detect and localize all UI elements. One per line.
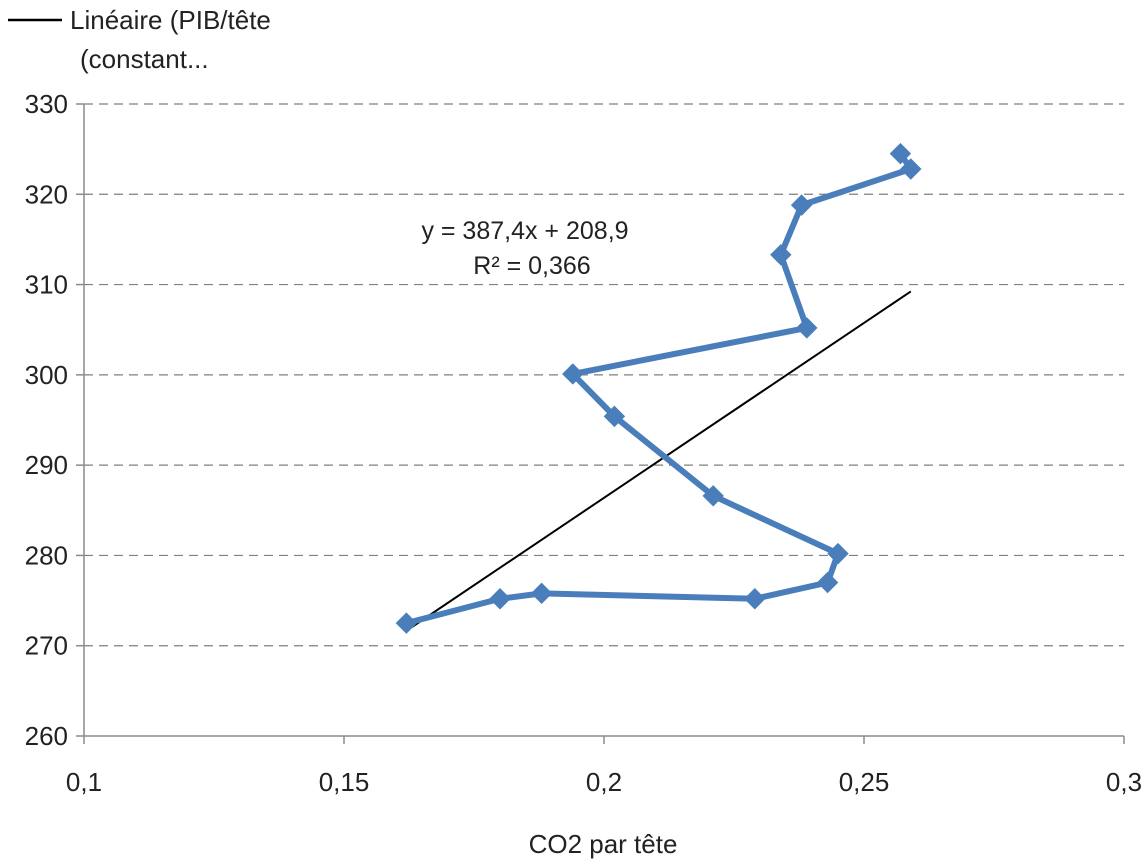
series-line bbox=[403, 150, 914, 627]
y-tick-label: 260 bbox=[25, 721, 68, 751]
data-point-marker bbox=[489, 588, 511, 610]
tick-labels: 260 270 280 290 300 310 320 330 0,1 0,15 0,2 0,25 0,… bbox=[25, 89, 1142, 797]
y-tick-label: 290 bbox=[25, 450, 68, 480]
legend: Linéaire (PIB/tête (constant... bbox=[8, 5, 271, 74]
y-tick-label: 310 bbox=[25, 270, 68, 300]
trendline-layer bbox=[411, 290, 912, 629]
series-layer bbox=[395, 142, 922, 634]
y-tick-label: 320 bbox=[25, 179, 68, 209]
data-point-marker bbox=[790, 194, 813, 216]
trendline bbox=[411, 290, 912, 629]
data-point-marker bbox=[796, 317, 818, 339]
data-point-marker bbox=[603, 405, 626, 428]
data-point-marker bbox=[702, 485, 724, 507]
y-tick-label: 270 bbox=[25, 631, 68, 661]
data-point-marker bbox=[770, 244, 792, 266]
gridlines bbox=[84, 103, 1124, 647]
data-point-marker bbox=[889, 142, 912, 165]
y-tick-label: 280 bbox=[25, 540, 68, 570]
data-point-marker bbox=[744, 588, 766, 610]
x-tick-label: 0,1 bbox=[66, 767, 102, 797]
data-point-marker bbox=[816, 571, 839, 594]
data-point-marker bbox=[395, 612, 418, 634]
data-point-marker bbox=[827, 542, 849, 565]
legend-label-line1: Linéaire (PIB/tête bbox=[70, 5, 271, 35]
legend-label-line2: (constant... bbox=[80, 44, 209, 74]
y-tick-label: 330 bbox=[25, 89, 68, 119]
trendline-equation: y = 387,4x + 208,9 bbox=[421, 217, 628, 245]
y-tick-label: 300 bbox=[25, 360, 68, 390]
x-tick-label: 0,15 bbox=[319, 767, 370, 797]
x-tick-label: 0,3 bbox=[1106, 767, 1142, 797]
x-tick-label: 0,25 bbox=[839, 767, 890, 797]
data-point-marker bbox=[530, 582, 553, 605]
data-point-marker bbox=[562, 363, 584, 385]
x-axis-title: CO2 par tête bbox=[529, 829, 678, 859]
x-tick-label: 0,2 bbox=[586, 767, 622, 797]
trendline-r-squared: R² = 0,366 bbox=[473, 252, 590, 280]
data-point-marker bbox=[900, 158, 922, 180]
axes bbox=[76, 103, 1125, 744]
